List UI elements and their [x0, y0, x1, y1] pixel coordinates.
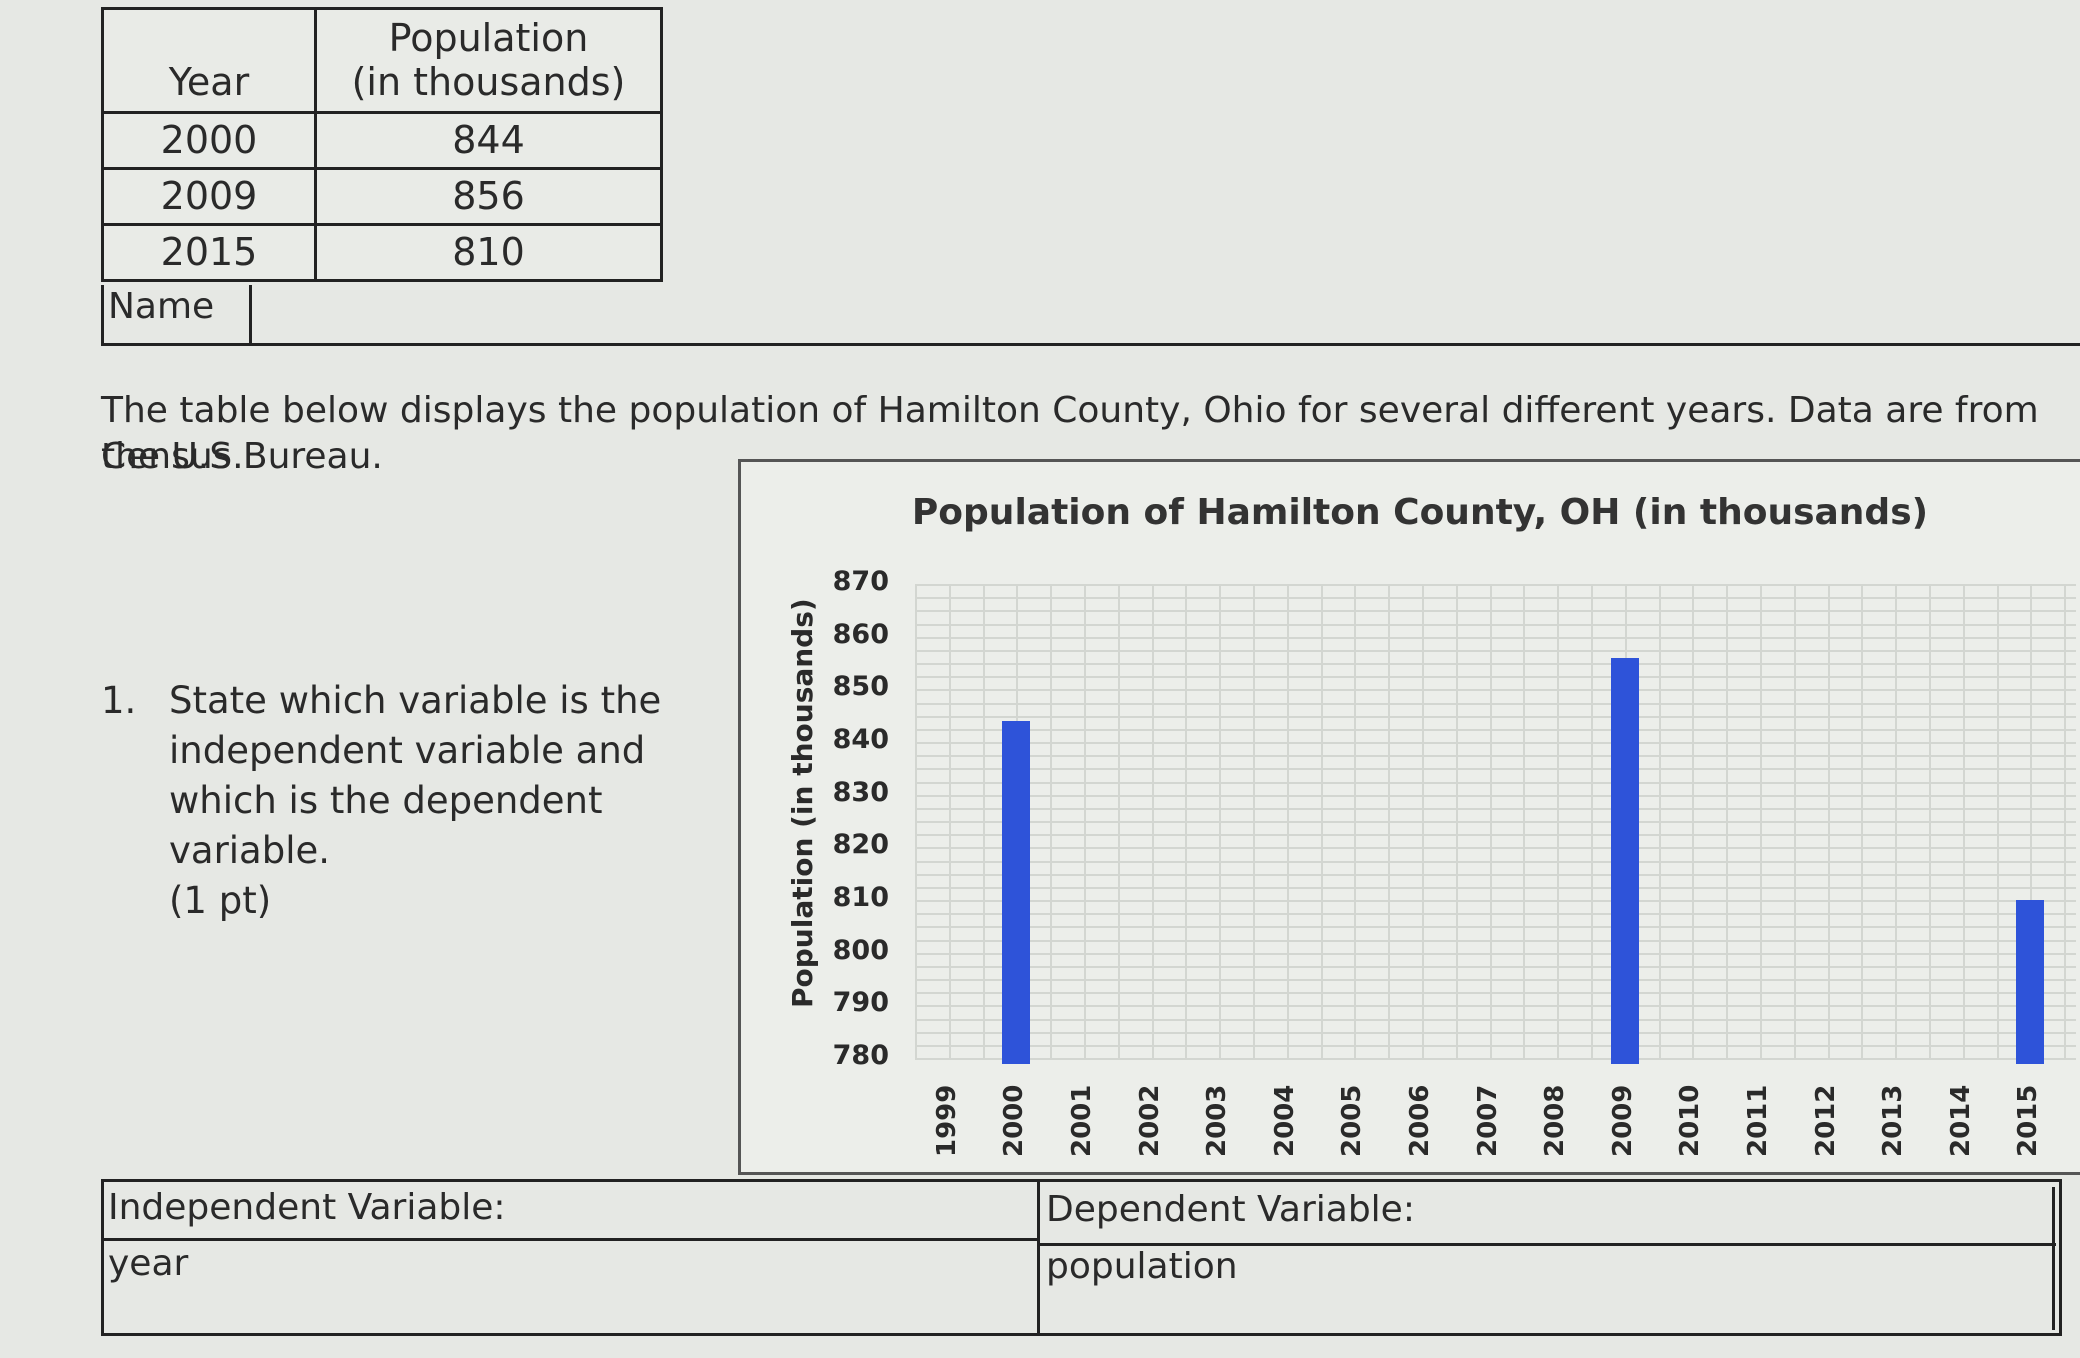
table-row: 2015 810: [101, 223, 663, 282]
table-row: 2000 844: [101, 111, 663, 170]
independent-variable-label: Independent Variable:: [108, 1187, 506, 1228]
answer-divider-left: [101, 1238, 1040, 1241]
table-cell-population: 810: [314, 223, 663, 282]
table-cell-year: 2000: [101, 111, 317, 170]
table-header-population-line1: Population: [388, 15, 589, 60]
intro-line-1: The table below displays the population …: [101, 390, 2039, 477]
question-line: variable.: [169, 829, 331, 872]
name-row: [101, 285, 2080, 346]
population-table: Year Population (in thousands) 2000 844 …: [101, 7, 663, 282]
dependent-variable-label: Dependent Variable:: [1046, 1189, 1415, 1230]
question-line: State which variable is the: [169, 679, 662, 722]
question-text: State which variable is the independent …: [169, 676, 689, 926]
answer-divider-right: [1037, 1243, 2056, 1246]
table-cell-year: 2015: [101, 223, 317, 282]
answer-divider-vertical: [1037, 1179, 1040, 1333]
question-line: (1 pt): [169, 879, 272, 922]
chart-y-axis-label: Population (in thousands): [786, 598, 819, 1008]
name-input-area[interactable]: [252, 285, 2080, 343]
intro-line-2: Census Bureau.: [101, 436, 383, 477]
dependent-variable-field[interactable]: population: [1046, 1246, 1238, 1287]
table-header-population-line2: (in thousands): [351, 59, 626, 104]
table-cell-population: 844: [314, 111, 663, 170]
chart-frame: [738, 459, 2080, 1175]
table-cell-population: 856: [314, 167, 663, 226]
independent-variable-field[interactable]: year: [108, 1243, 189, 1284]
question-number: 1.: [101, 679, 137, 722]
table-header-population: Population (in thousands): [314, 7, 663, 114]
name-label: Name: [104, 285, 252, 343]
table-cell-year: 2009: [101, 167, 317, 226]
table-row: 2009 856: [101, 167, 663, 226]
table-header-year: Year: [101, 7, 317, 114]
question-line: which is the dependent: [169, 779, 603, 822]
answer-table: [101, 1179, 2062, 1336]
answer-inner-right-border: [2052, 1187, 2055, 1330]
question-line: independent variable and: [169, 729, 646, 772]
chart-title: Population of Hamilton County, OH (in th…: [911, 492, 1929, 533]
